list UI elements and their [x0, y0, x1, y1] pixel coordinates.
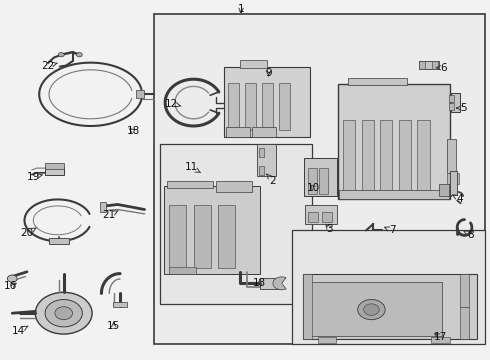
Bar: [136, 90, 144, 98]
Bar: [449, 103, 454, 110]
Text: 17: 17: [433, 332, 447, 342]
Bar: [228, 83, 239, 130]
Bar: [49, 238, 69, 244]
Bar: [308, 168, 317, 194]
Text: 15: 15: [107, 321, 121, 331]
Bar: [169, 205, 186, 268]
Bar: [348, 78, 407, 85]
Bar: [399, 120, 411, 192]
Text: 7: 7: [385, 225, 395, 235]
Circle shape: [364, 304, 379, 315]
Bar: [338, 84, 450, 199]
Bar: [45, 163, 64, 169]
Bar: [417, 120, 430, 192]
Bar: [322, 212, 332, 222]
Text: 22: 22: [41, 60, 57, 71]
Text: 13: 13: [253, 278, 267, 288]
Bar: [451, 93, 460, 112]
Bar: [362, 120, 374, 192]
Circle shape: [358, 300, 385, 320]
Text: 18: 18: [126, 126, 140, 136]
Bar: [431, 337, 450, 343]
Text: 2: 2: [267, 174, 276, 186]
Bar: [460, 307, 469, 339]
Bar: [257, 144, 276, 176]
Bar: [154, 14, 485, 344]
Bar: [259, 148, 264, 157]
Bar: [252, 127, 276, 137]
Text: 14: 14: [12, 326, 28, 336]
Text: 19: 19: [26, 172, 43, 182]
Bar: [439, 184, 449, 196]
Text: 5: 5: [457, 103, 466, 113]
Text: 21: 21: [102, 210, 118, 220]
Bar: [216, 181, 252, 192]
Bar: [432, 61, 438, 69]
Circle shape: [7, 275, 17, 282]
Bar: [380, 120, 392, 192]
Circle shape: [45, 300, 82, 327]
Text: 3: 3: [326, 224, 333, 234]
Bar: [343, 120, 355, 192]
Bar: [449, 95, 454, 102]
Bar: [113, 302, 127, 307]
Text: 12: 12: [165, 99, 181, 109]
Circle shape: [76, 53, 82, 57]
Bar: [164, 186, 260, 274]
Bar: [218, 205, 235, 268]
Bar: [308, 212, 318, 222]
Bar: [447, 139, 456, 173]
Bar: [303, 274, 312, 339]
Bar: [245, 83, 256, 130]
Bar: [460, 274, 469, 307]
Bar: [450, 171, 457, 195]
Text: 6: 6: [436, 63, 447, 73]
Bar: [45, 167, 64, 175]
Text: 10: 10: [307, 183, 320, 193]
Text: 16: 16: [4, 281, 18, 291]
Bar: [303, 274, 477, 339]
Bar: [169, 267, 196, 274]
Wedge shape: [273, 277, 286, 290]
Bar: [262, 83, 273, 130]
Circle shape: [35, 292, 92, 334]
Bar: [279, 83, 290, 130]
Circle shape: [55, 307, 73, 320]
Bar: [226, 127, 250, 137]
Bar: [240, 60, 267, 68]
Bar: [160, 144, 312, 304]
Bar: [319, 168, 328, 194]
Bar: [194, 205, 211, 268]
Bar: [224, 67, 310, 137]
Bar: [447, 173, 459, 184]
Bar: [318, 337, 336, 343]
Bar: [292, 230, 485, 344]
Text: 9: 9: [265, 68, 272, 78]
Bar: [339, 190, 449, 199]
Bar: [259, 166, 264, 175]
Bar: [419, 61, 425, 69]
Circle shape: [58, 53, 64, 57]
Text: 4: 4: [453, 194, 463, 204]
Bar: [260, 278, 280, 289]
Text: 20: 20: [21, 228, 36, 238]
Bar: [304, 158, 337, 196]
Bar: [305, 205, 337, 224]
Bar: [167, 181, 213, 188]
Text: 1: 1: [238, 4, 245, 14]
Bar: [308, 282, 442, 336]
Text: 11: 11: [184, 162, 200, 172]
Text: 8: 8: [464, 230, 474, 240]
Bar: [100, 202, 106, 212]
Bar: [419, 61, 439, 69]
